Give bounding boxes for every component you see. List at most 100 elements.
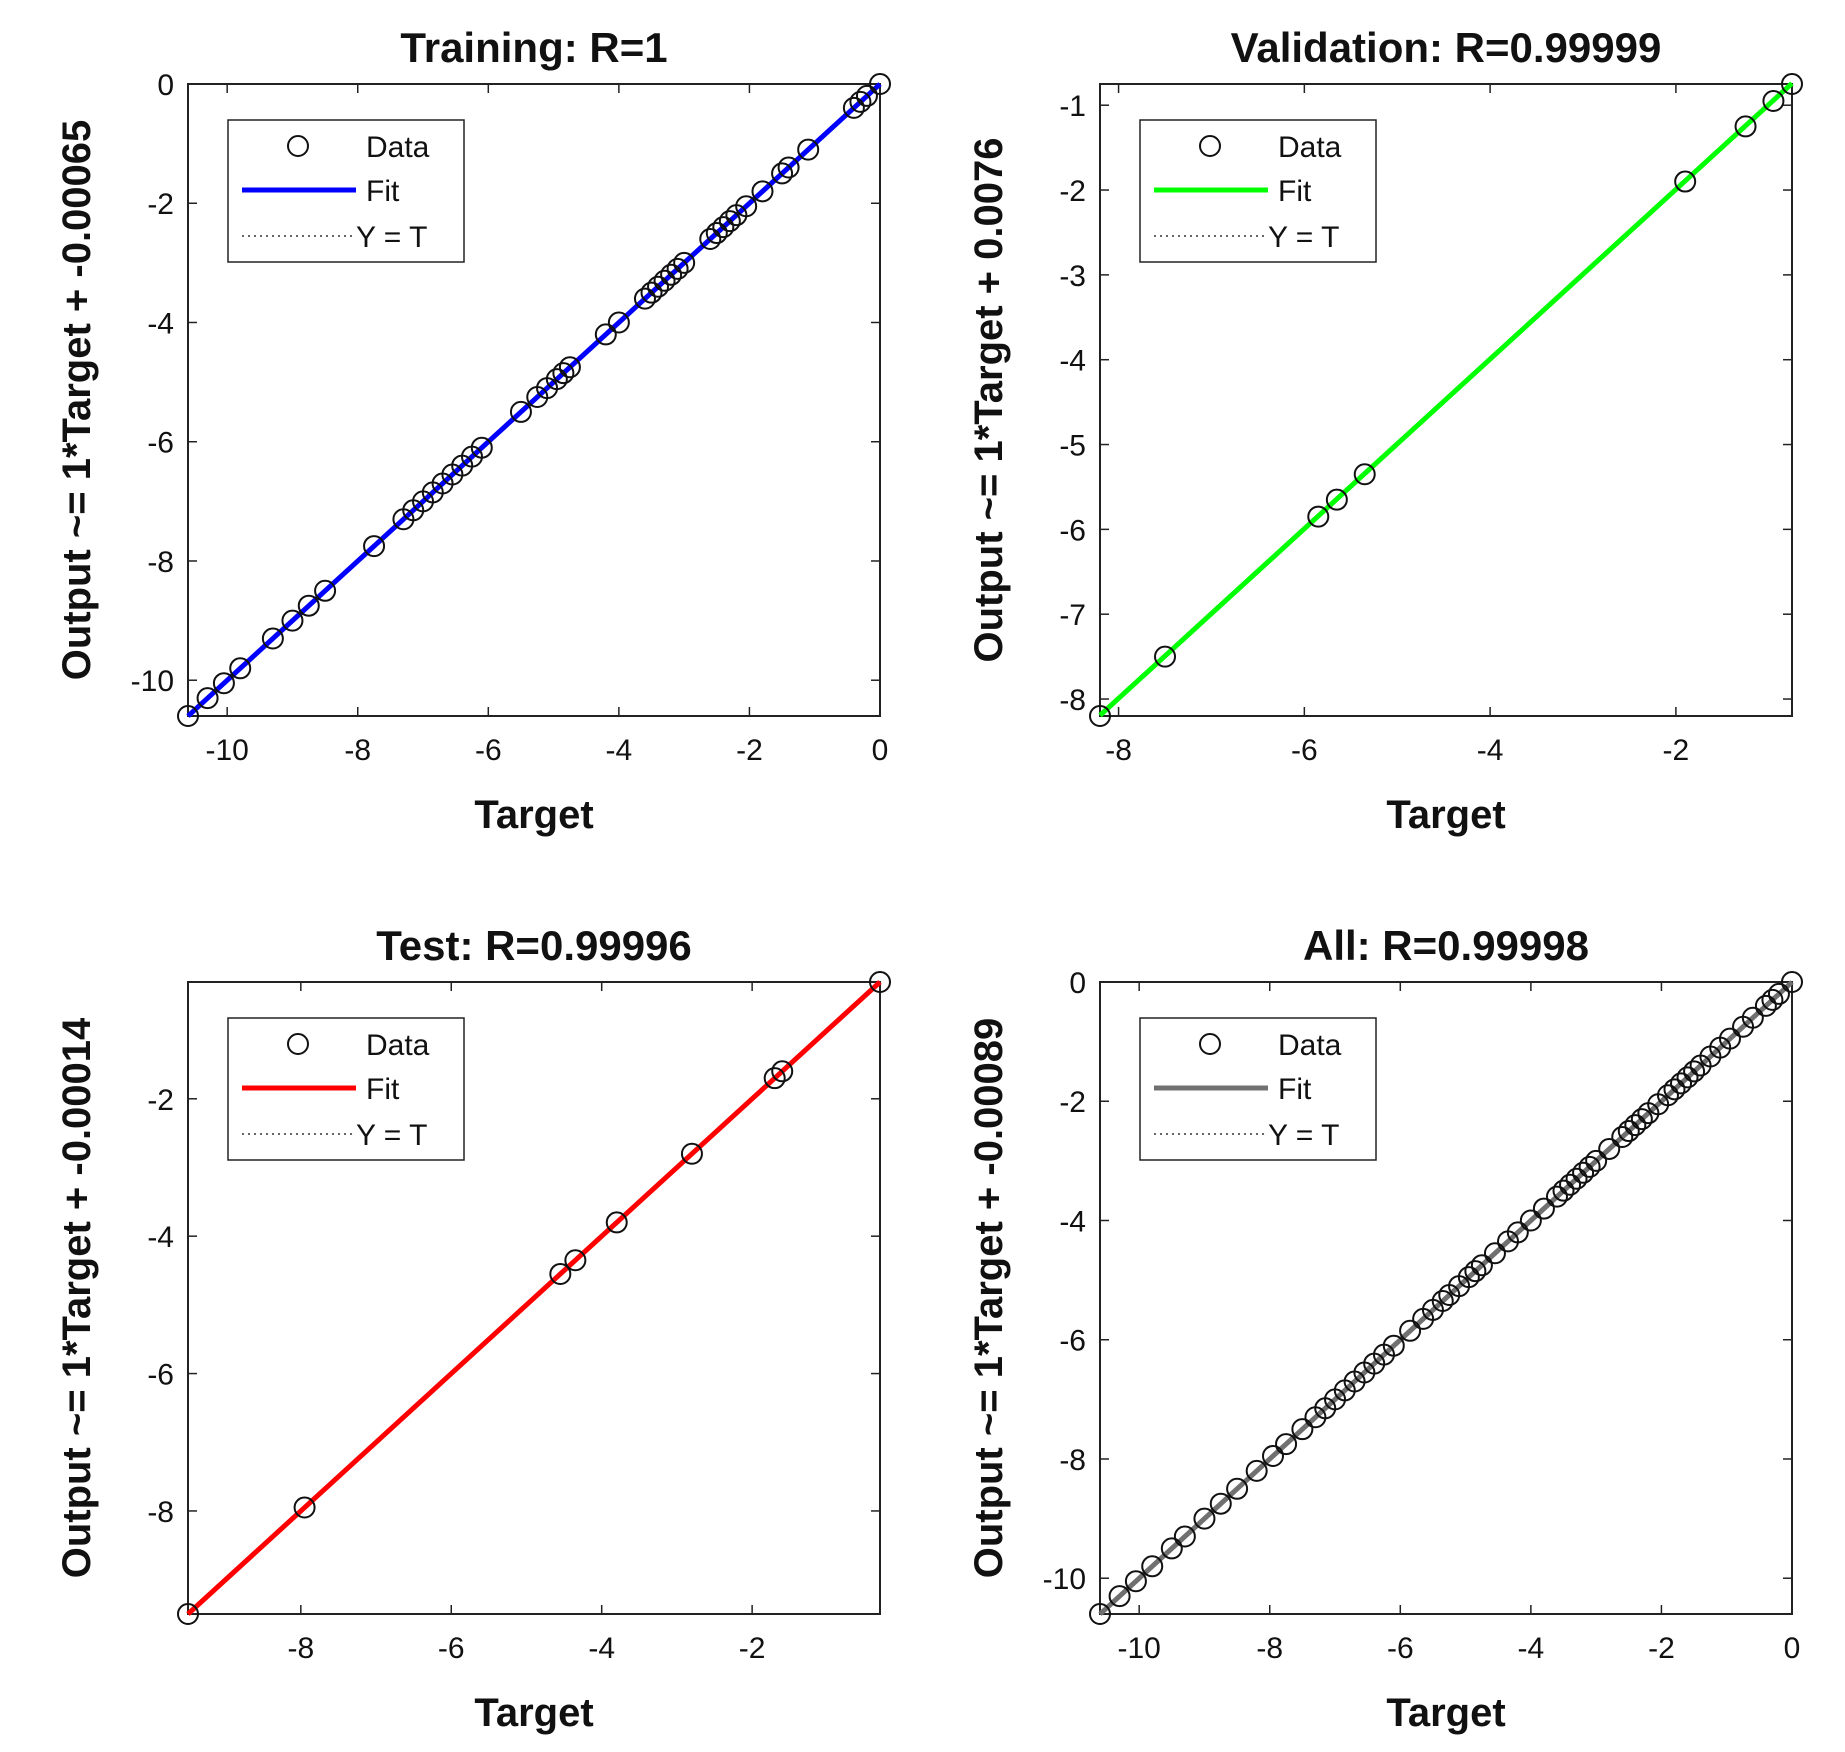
data-point [1431, 1289, 1454, 1312]
data-point [1734, 115, 1757, 138]
data-point [1767, 982, 1790, 1005]
y-tick-label: -2 [1059, 1086, 1086, 1119]
data-point [712, 216, 735, 239]
legend-data-label: Data [1278, 131, 1342, 164]
data-point [314, 579, 337, 602]
plot-title: Validation: R=0.99999 [1231, 24, 1662, 71]
data-point [1226, 1477, 1249, 1500]
legend: Data Fit Y = T [227, 119, 465, 263]
data-point [552, 362, 575, 385]
data-point [797, 138, 820, 161]
data-point [1325, 488, 1348, 511]
data-point [1611, 1126, 1634, 1149]
data-point [1275, 1433, 1298, 1456]
x-tick-label: -4 [588, 1632, 615, 1665]
y-tick-label: -4 [147, 307, 174, 340]
x-tick-label: 0 [1784, 1632, 1801, 1665]
data-point [177, 1603, 199, 1625]
data-point [1676, 1066, 1699, 1089]
data-point [666, 257, 689, 280]
x-tick-label: -6 [475, 734, 502, 767]
data-point [1578, 1155, 1601, 1178]
y-tick-label: -2 [147, 188, 174, 221]
fit-line [186, 82, 882, 718]
y-tick-label: -6 [1059, 514, 1086, 547]
legend: Data Fit Y = T [1139, 1017, 1377, 1161]
data-point [1663, 1078, 1686, 1101]
data-point [1457, 1266, 1480, 1289]
x-tick-label: -2 [1648, 1632, 1675, 1665]
data-point [509, 400, 532, 423]
legend-identity-label: Y = T [356, 221, 427, 254]
data-point [1382, 1334, 1405, 1357]
data-point [1552, 1179, 1575, 1202]
data-point [196, 687, 219, 710]
data-point [229, 657, 252, 680]
y-tick-label: -4 [1059, 345, 1086, 378]
data-point [363, 535, 386, 558]
legend-fit-label: Fit [366, 175, 400, 208]
data-point [470, 436, 493, 459]
data-point [1741, 1006, 1764, 1029]
data-point [558, 356, 581, 379]
x-tick-label: -2 [739, 1632, 766, 1665]
data-point [1598, 1137, 1621, 1160]
x-tick-label: -4 [606, 734, 633, 767]
y-tick-label: -8 [147, 1496, 174, 1529]
y-axis-label: Output ~= 1*Target + 0.0076 [967, 137, 1011, 662]
data-point [842, 96, 865, 119]
data-point [653, 269, 676, 292]
y-axis-label: Output ~= 1*Target + -0.00014 [55, 1017, 99, 1578]
legend-fit-label: Fit [1278, 175, 1312, 208]
y-tick-label: -8 [147, 546, 174, 579]
plot-title: All: R=0.99998 [1303, 922, 1589, 969]
y-tick-label: -10 [1043, 1563, 1086, 1596]
data-point [545, 368, 568, 391]
data-point [1160, 1537, 1183, 1560]
y-tick-label: -6 [1059, 1325, 1086, 1358]
data-point [1624, 1114, 1647, 1137]
data-point [1519, 1209, 1542, 1232]
data-point [564, 1249, 587, 1272]
data-point [751, 180, 774, 203]
data-point [855, 84, 878, 107]
legend-data-marker [287, 135, 309, 157]
data-point [1762, 89, 1785, 112]
y-tick-label: -6 [147, 427, 174, 460]
data-point [594, 323, 617, 346]
data-point [1262, 1445, 1284, 1467]
x-tick-label: -4 [1477, 734, 1504, 767]
plot-title: Test: R=0.99996 [376, 922, 692, 969]
x-axis-label: Target [1386, 1691, 1505, 1735]
data-point [1754, 994, 1777, 1017]
data-point [718, 210, 741, 233]
data-point [1572, 1161, 1595, 1184]
data-point [1656, 1084, 1679, 1107]
y-tick-label: -8 [1059, 684, 1086, 717]
data-point [1683, 1060, 1706, 1083]
x-axis-label: Target [474, 793, 593, 837]
data-point [1617, 1120, 1640, 1143]
data-point [1245, 1459, 1268, 1482]
data-point [1193, 1507, 1216, 1530]
data-point [1141, 1555, 1164, 1578]
legend-data-marker [1199, 1033, 1221, 1055]
data-point [1781, 73, 1803, 95]
legend-fit-label: Fit [1278, 1073, 1312, 1106]
data-point [1108, 1585, 1131, 1608]
data-point [1089, 1603, 1111, 1625]
fit-line [1098, 81, 1794, 718]
panel-1: Training: R=1 Target Output ~= 1*Target + … [55, 24, 891, 837]
y-tick-label: 0 [157, 69, 174, 102]
fit-line [1098, 980, 1794, 1616]
data-point [1291, 1418, 1314, 1441]
y-tick-label: -6 [147, 1359, 174, 1392]
data-point [1154, 645, 1177, 668]
data-point [1353, 463, 1376, 486]
y-tick-label: -10 [131, 665, 174, 698]
data-point [869, 73, 891, 95]
panel-2: Validation: R=0.99999 Target Output ~= 1*T… [967, 24, 1803, 837]
data-point [1565, 1167, 1588, 1190]
y-tick-label: -8 [1059, 1444, 1086, 1477]
